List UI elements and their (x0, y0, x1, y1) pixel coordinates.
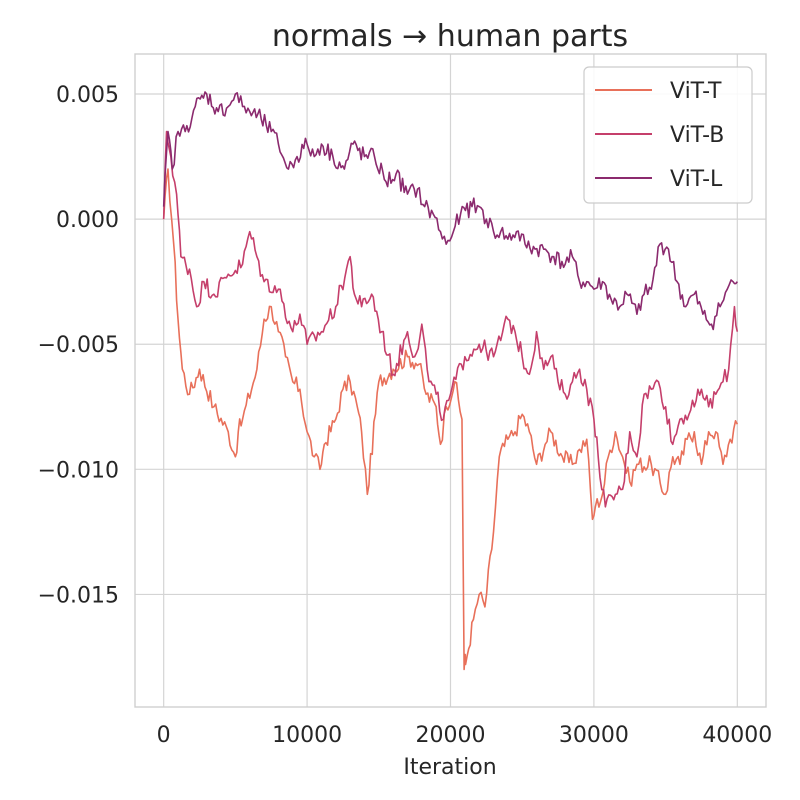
y-tick-label: −0.005 (38, 333, 119, 358)
chart-title: normals → human parts (272, 19, 628, 54)
y-tick-label: 0.005 (56, 83, 119, 108)
legend-label-vit-t: ViT-T (670, 79, 722, 104)
x-tick-label: 30000 (559, 723, 629, 748)
y-tick-label: −0.015 (38, 583, 119, 608)
series-line-vit-l (162, 91, 738, 331)
legend-label-vit-b: ViT-B (670, 123, 724, 148)
y-tick-label: 0.000 (56, 208, 119, 233)
x-tick-label: 0 (157, 723, 171, 748)
plot-frame (134, 53, 767, 708)
series-line-vit-b (162, 130, 739, 508)
y-tick-label: −0.010 (38, 458, 119, 483)
series-line-vit-t (162, 168, 739, 671)
x-tick-label: 40000 (702, 723, 772, 748)
legend: ViT-T ViT-B ViT-L (583, 66, 753, 204)
legend-label-vit-l: ViT-L (670, 167, 723, 192)
x-axis-label: Iteration (403, 755, 496, 780)
x-tick-label: 20000 (416, 723, 486, 748)
tick-layer: 0 10000 20000 30000 40000 0.005 0.000 −0.005 −0.… (38, 83, 773, 748)
legend-box (583, 66, 753, 204)
series-layer (162, 91, 739, 671)
x-tick-label: 10000 (272, 723, 342, 748)
